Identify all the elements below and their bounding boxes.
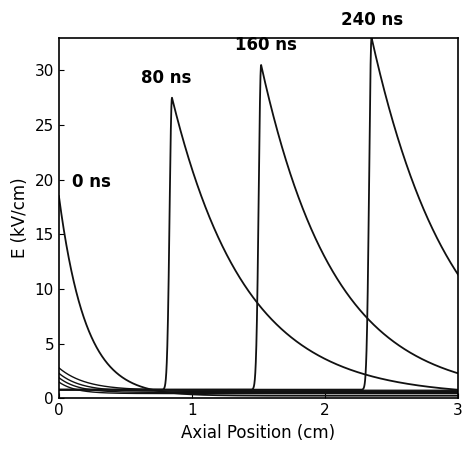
Text: 80 ns: 80 ns xyxy=(141,69,192,87)
X-axis label: Axial Position (cm): Axial Position (cm) xyxy=(182,424,336,442)
Text: 240 ns: 240 ns xyxy=(341,11,403,29)
Y-axis label: E (kV/cm): E (kV/cm) xyxy=(11,178,29,258)
Text: 160 ns: 160 ns xyxy=(235,36,296,54)
Text: 0 ns: 0 ns xyxy=(72,173,111,191)
